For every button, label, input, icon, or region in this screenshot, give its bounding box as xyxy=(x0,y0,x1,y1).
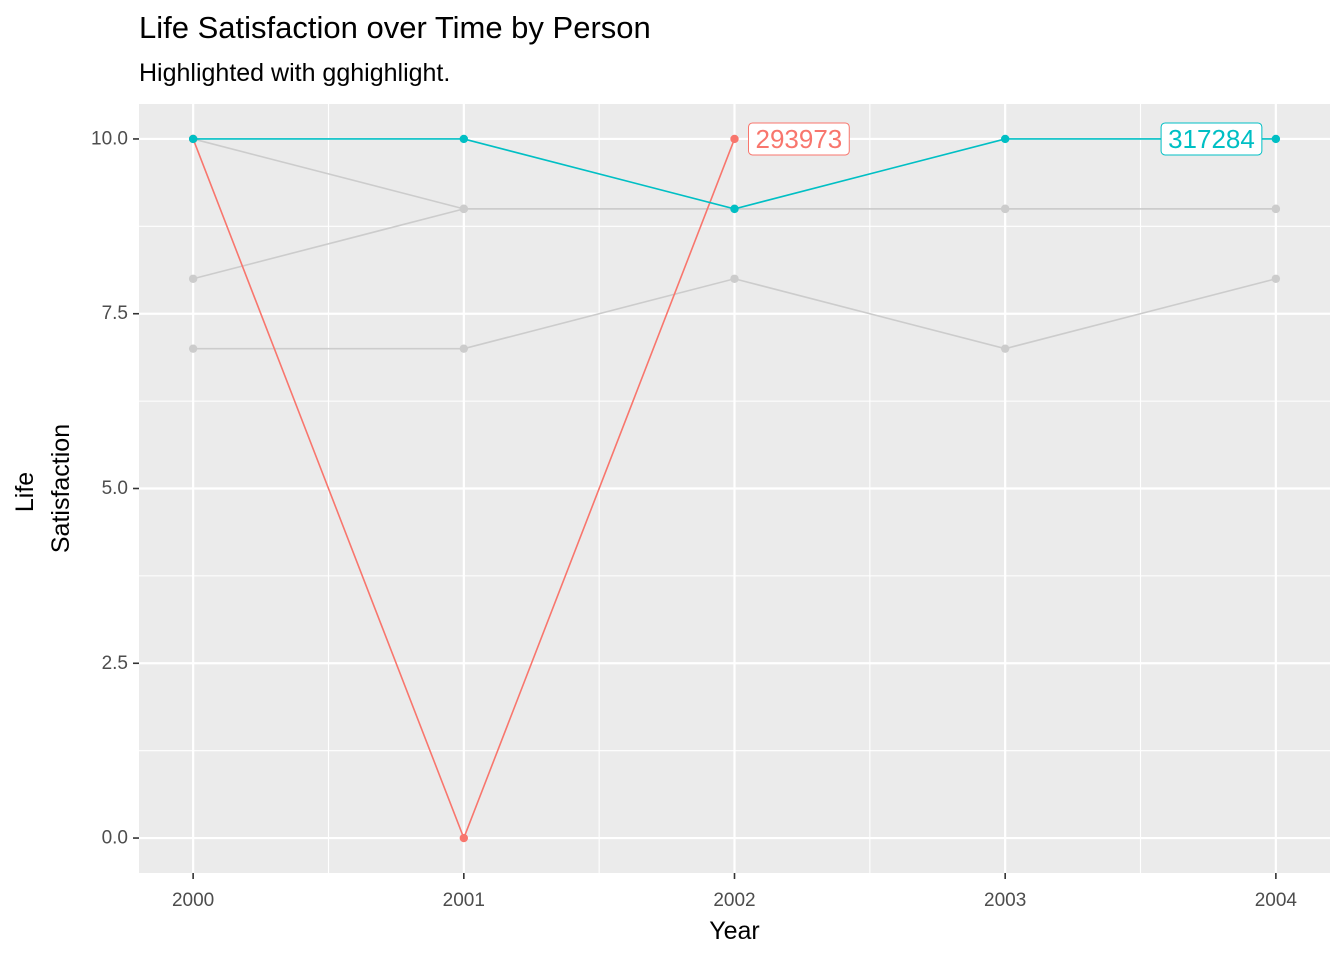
y-axis-title: Life Satisfaction xyxy=(11,424,75,553)
background-point xyxy=(1000,344,1010,353)
x-tick-label: 2003 xyxy=(984,890,1026,911)
background-point xyxy=(1271,274,1281,283)
point-293973 xyxy=(459,833,469,843)
y-tick-label: 2.5 xyxy=(102,653,128,674)
background-point xyxy=(459,204,469,214)
y-tick-label: 5.0 xyxy=(102,478,128,499)
point-317284 xyxy=(1000,134,1010,144)
background-point xyxy=(1000,204,1010,214)
background-point xyxy=(730,274,739,283)
y-tick-label: 10.0 xyxy=(91,128,128,149)
y-axis-title-line-1: Life xyxy=(11,472,39,512)
series-label-317284: 317284 xyxy=(1160,122,1263,156)
point-293973 xyxy=(730,134,739,144)
x-tick-label: 2004 xyxy=(1255,890,1298,911)
series-labels: 293973 317284 xyxy=(748,122,1263,156)
y-axis-title-line-2: Satisfaction xyxy=(47,424,75,553)
point-317284 xyxy=(459,134,469,144)
y-axis: 0.0 2.5 5.0 7.5 10.0 xyxy=(91,128,139,849)
y-tick-label: 0.0 xyxy=(102,828,128,849)
series-label-text: 317284 xyxy=(1168,124,1255,154)
highlighted-series xyxy=(188,134,1281,843)
x-tick-label: 2001 xyxy=(443,890,485,911)
point-317284 xyxy=(188,134,198,144)
x-tick-label: 2002 xyxy=(713,890,755,911)
series-label-box xyxy=(1160,122,1263,156)
background-point xyxy=(188,344,198,353)
point-317284 xyxy=(1271,134,1281,144)
background-point xyxy=(459,344,469,353)
series-label-293973: 293973 xyxy=(748,122,850,156)
series-label-box xyxy=(748,122,850,156)
chart-title: Life Satisfaction over Time by Person xyxy=(139,10,651,45)
x-axis: 2000 2001 2002 2003 2004 xyxy=(172,873,1297,911)
x-tick-label: 2000 xyxy=(172,890,214,911)
y-tick-label: 7.5 xyxy=(102,303,128,324)
background-point xyxy=(1271,204,1281,214)
x-axis-title: Year xyxy=(709,917,760,945)
background-point xyxy=(188,274,198,283)
series-label-text: 293973 xyxy=(756,124,843,154)
point-317284 xyxy=(730,204,739,214)
chart-subtitle: Highlighted with gghighlight. xyxy=(139,59,451,87)
